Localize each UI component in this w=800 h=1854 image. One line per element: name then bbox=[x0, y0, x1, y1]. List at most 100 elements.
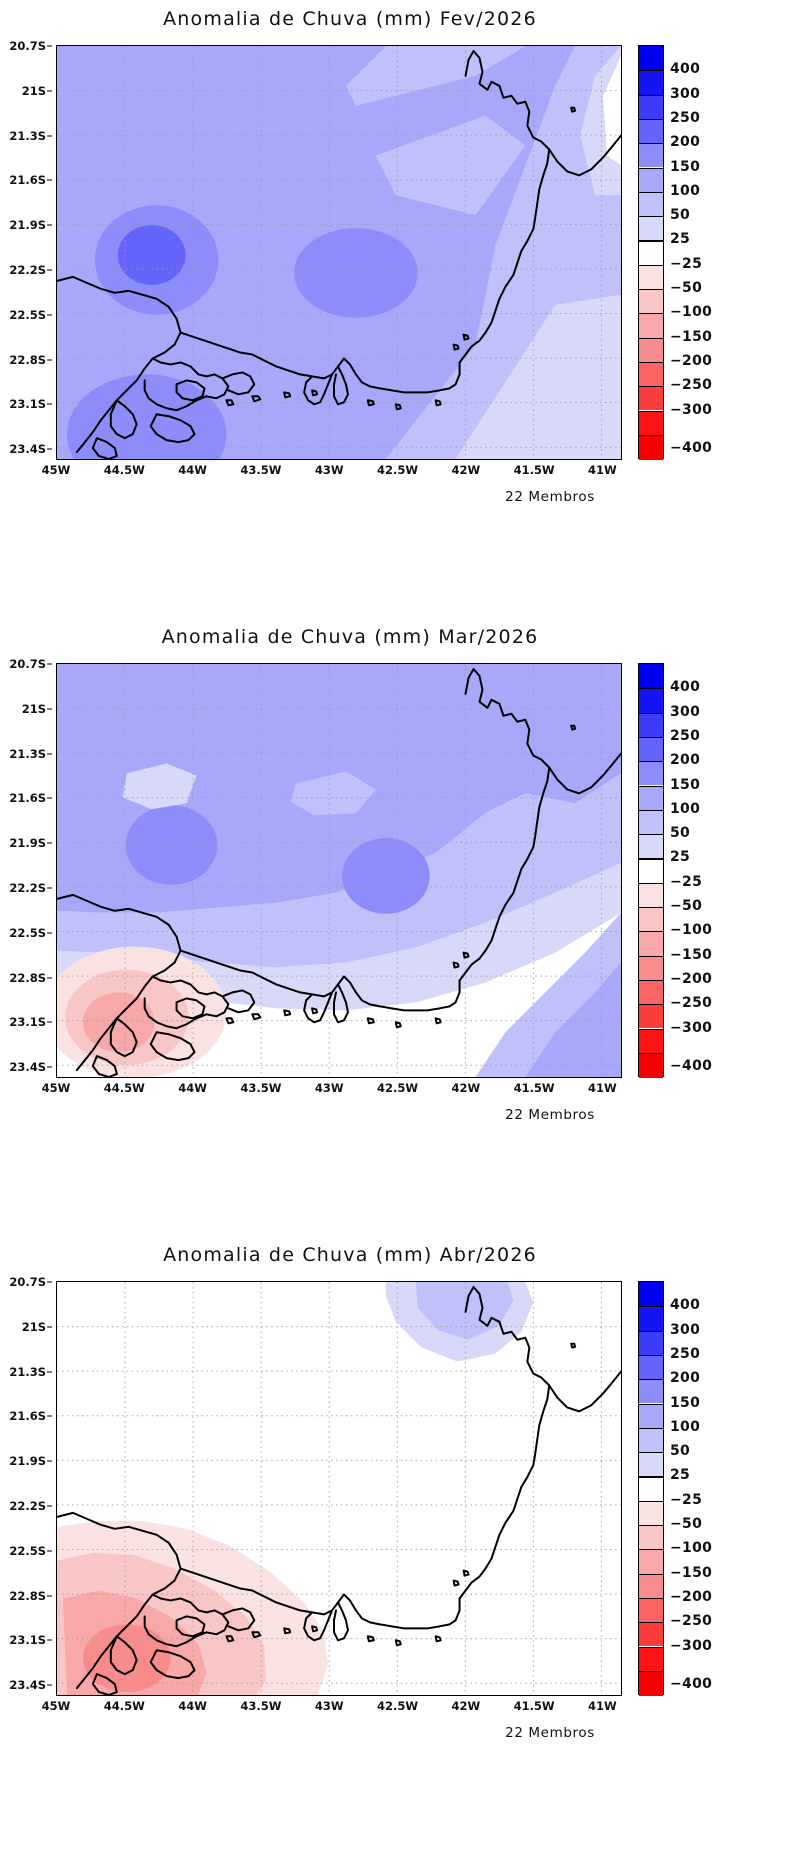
x-axis-tick-label: 41.5W bbox=[513, 1081, 555, 1095]
y-axis-tick bbox=[47, 663, 52, 665]
colorbar-divider bbox=[639, 361, 663, 364]
colorbar-swatch bbox=[639, 834, 663, 859]
colorbar-swatch bbox=[639, 240, 663, 265]
y-axis-tick-label: 20.7S bbox=[9, 1275, 46, 1289]
y-axis-tick-label: 21.9S bbox=[9, 1454, 46, 1469]
colorbar-swatch bbox=[639, 289, 663, 314]
colorbar-divider bbox=[639, 1525, 663, 1527]
colorbar-swatch bbox=[639, 1476, 663, 1501]
y-axis-tick-label: 22.5S bbox=[9, 307, 46, 322]
y-axis-tick-label: 21.9S bbox=[9, 836, 46, 851]
colorbar-tick-label: −300 bbox=[670, 1019, 713, 1036]
x-axis-tick-label: 43.5W bbox=[240, 1081, 282, 1095]
y-axis-labels: 20.7S 21S 21.3S 21.6S 21.9S 22.2S 22.5S … bbox=[0, 39, 52, 460]
x-axis-tick-label: 42W bbox=[451, 1699, 481, 1713]
map-plot-area bbox=[56, 1281, 622, 1696]
y-axis-tick-label: 22.5S bbox=[9, 925, 46, 940]
colorbar-swatch bbox=[639, 1403, 663, 1428]
y-axis-tick bbox=[47, 797, 52, 799]
y-axis-tick bbox=[47, 135, 52, 137]
y-axis-tick bbox=[47, 753, 52, 755]
panel-title: Anomalia de Chuva (mm) Abr/2026 bbox=[163, 1244, 537, 1266]
colorbar-swatch bbox=[639, 410, 663, 435]
x-axis-tick-label: 43W bbox=[314, 1081, 344, 1095]
x-axis-labels: 45W 44.5W 44W 43.5W 43W 42.5W 42W 41.5W … bbox=[42, 463, 622, 485]
colorbar-swatch bbox=[639, 1004, 663, 1029]
panel-title: Anomalia de Chuva (mm) Mar/2026 bbox=[161, 626, 539, 648]
colorbar-swatch bbox=[639, 1354, 663, 1380]
y-axis-tick-label: 22.2S bbox=[9, 263, 46, 277]
colorbar-tick-label: −100 bbox=[670, 304, 713, 321]
colorbar-tick-label: 150 bbox=[670, 776, 701, 793]
members-note: 22 Membros bbox=[505, 1725, 595, 1741]
colorbar-divider bbox=[639, 240, 663, 242]
colorbar-tick-label: 250 bbox=[670, 727, 701, 744]
colorbar-divider bbox=[639, 313, 663, 315]
map-plot-area bbox=[56, 45, 622, 460]
colorbar-divider bbox=[639, 1052, 663, 1054]
colorbar-tick-label: 25 bbox=[670, 849, 691, 866]
colorbar-divider bbox=[639, 907, 663, 909]
colorbar-divider bbox=[639, 337, 663, 339]
colorbar-swatch bbox=[639, 313, 663, 338]
colorbar-tick-label: 250 bbox=[670, 1345, 701, 1362]
colorbar-divider bbox=[639, 1427, 663, 1429]
y-axis-tick-label: 22.5S bbox=[9, 1543, 46, 1558]
y-axis-tick bbox=[47, 1550, 52, 1552]
y-axis-tick bbox=[47, 1460, 52, 1462]
y-axis-tick-label: 22.2S bbox=[9, 1499, 46, 1513]
y-axis-tick bbox=[47, 179, 52, 181]
colorbar-swatch bbox=[639, 1670, 663, 1696]
y-axis-tick bbox=[47, 359, 52, 361]
colorbar-swatch bbox=[639, 688, 663, 713]
colorbar-divider bbox=[639, 1500, 663, 1502]
colorbar-tick-label: −25 bbox=[670, 1491, 703, 1508]
colorbar-divider bbox=[639, 1622, 663, 1624]
colorbar-tick-label: 300 bbox=[670, 85, 701, 102]
members-note: 22 Membros bbox=[505, 1107, 595, 1123]
colorbar-tick-label: −400 bbox=[670, 1676, 713, 1692]
y-axis-tick-label: 23.4S bbox=[9, 442, 46, 457]
y-axis-tick-label: 23.1S bbox=[9, 1015, 46, 1030]
colorbar-tick-label: 25 bbox=[670, 1467, 691, 1484]
colorbar-divider bbox=[639, 1028, 663, 1030]
colorbar-tick-label: −100 bbox=[670, 922, 713, 939]
colorbar bbox=[638, 663, 664, 1078]
colorbar-swatch bbox=[639, 434, 663, 460]
y-axis-tick-label: 20.7S bbox=[9, 39, 46, 53]
colorbar-tick-label: 50 bbox=[670, 1443, 691, 1460]
colorbar-tick-label: −200 bbox=[670, 352, 713, 369]
colorbar-tick-label: 25 bbox=[670, 231, 691, 248]
colorbar-divider bbox=[639, 858, 663, 860]
colorbar-swatch bbox=[639, 337, 663, 362]
colorbar-divider bbox=[639, 70, 663, 72]
colorbar-tick-label: −400 bbox=[670, 440, 713, 456]
colorbar-tick-label: 150 bbox=[670, 158, 701, 175]
colorbar-tick-label: −150 bbox=[670, 328, 713, 345]
colorbar-tick-label: 250 bbox=[670, 109, 701, 126]
colorbar-divider bbox=[639, 1004, 663, 1006]
colorbar-divider bbox=[639, 434, 663, 436]
colorbar-divider bbox=[639, 289, 663, 291]
colorbar-swatch bbox=[639, 809, 663, 835]
y-axis-tick bbox=[47, 90, 52, 92]
colorbar-divider bbox=[639, 1549, 663, 1551]
y-axis-tick-label: 22.8S bbox=[9, 970, 46, 985]
colorbar-divider bbox=[639, 1306, 663, 1308]
x-axis-tick-label: 41.5W bbox=[513, 1699, 555, 1713]
colorbar-tick-label: 150 bbox=[670, 1394, 701, 1411]
colorbar-tick-label: 400 bbox=[670, 61, 701, 78]
y-axis-tick bbox=[47, 1066, 52, 1068]
colorbar-swatch bbox=[639, 386, 663, 411]
colorbar-divider bbox=[639, 1476, 663, 1478]
colorbar bbox=[638, 1281, 664, 1696]
y-axis-tick bbox=[47, 887, 52, 889]
x-axis-tick-label: 41W bbox=[588, 1081, 617, 1095]
colorbar-tick-label: −150 bbox=[670, 1564, 713, 1581]
y-axis-tick bbox=[47, 1505, 52, 1507]
y-axis-tick-label: 21S bbox=[21, 83, 46, 98]
colorbar-divider bbox=[639, 410, 663, 412]
colorbar-swatch bbox=[639, 70, 663, 95]
y-axis-tick-label: 23.4S bbox=[9, 1060, 46, 1075]
colorbar-swatch bbox=[639, 931, 663, 956]
